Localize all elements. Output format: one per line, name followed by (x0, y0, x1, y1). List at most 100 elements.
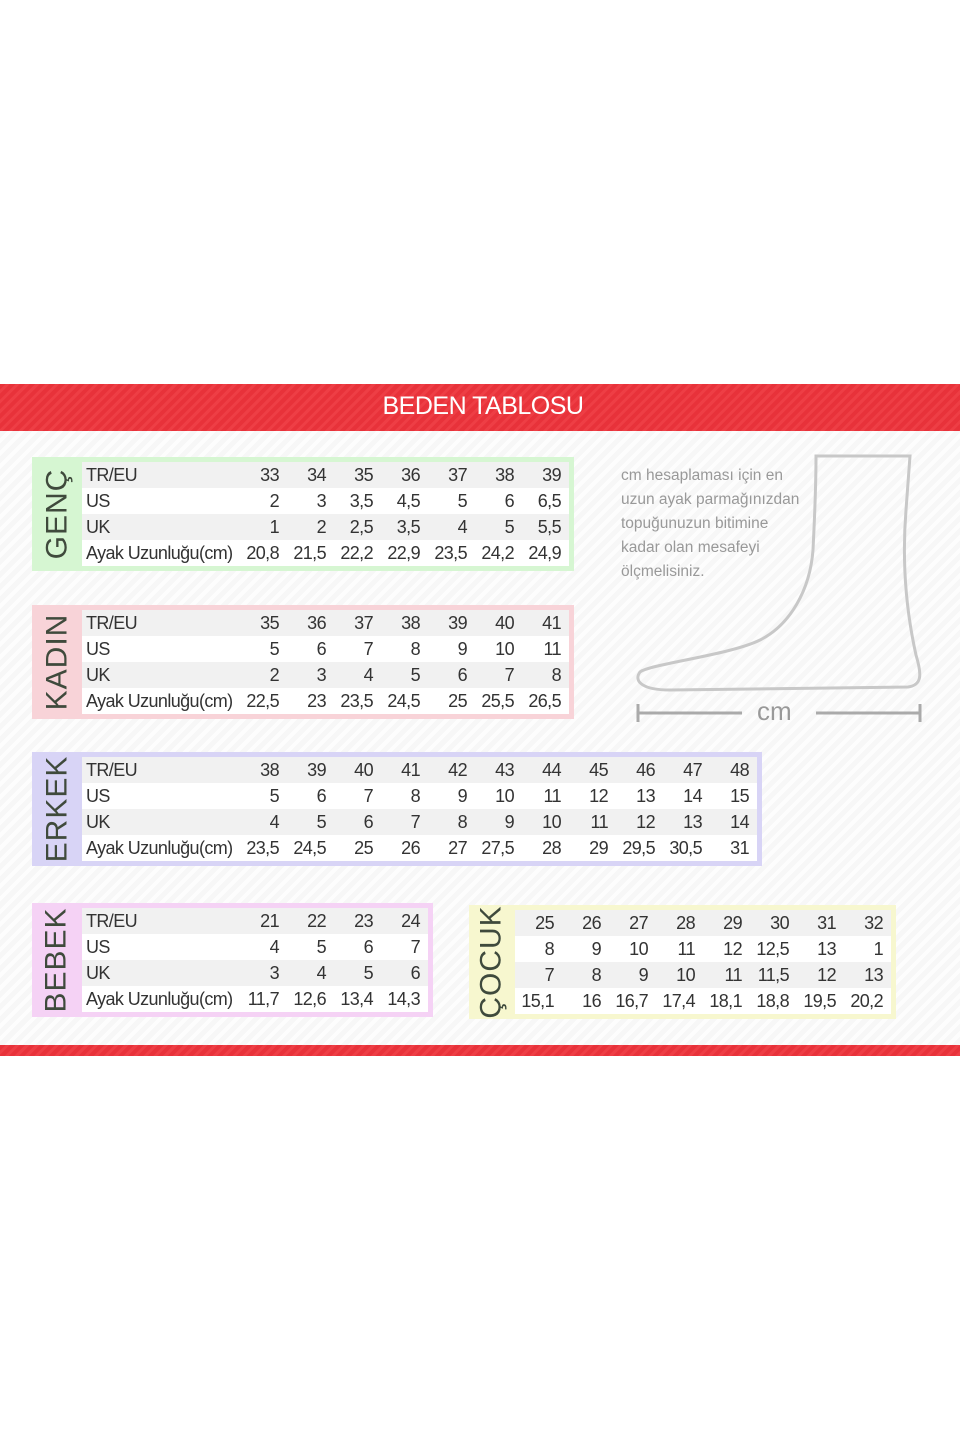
table-cell: 24,9 (528, 542, 561, 563)
row-label: TR/EU (86, 910, 138, 931)
table-cell: 41 (401, 759, 420, 780)
table-cell: 7 (410, 811, 421, 832)
table-cell: 46 (636, 759, 655, 780)
table-cell: 26 (401, 837, 420, 858)
table-cell: 5,5 (537, 516, 562, 537)
table-cell: 20,8 (246, 542, 279, 563)
table-cell: 34 (307, 464, 326, 485)
table-cell: 27,5 (481, 837, 514, 858)
row-label: Ayak Uzunluğu(cm) (86, 542, 233, 563)
table-cell: 13 (864, 964, 883, 985)
footer-band (0, 1045, 960, 1056)
page-title: BEDEN TABLOSU (382, 392, 584, 420)
table-row: UK 2 3 4 5 6 7 8 (82, 662, 569, 688)
table-cell: 8 (410, 785, 421, 806)
table-row: TR/EU 35 36 37 38 39 40 41 (82, 610, 569, 636)
row-label: US (86, 490, 110, 511)
table-cell: 29 (589, 837, 608, 858)
table-cell: 2,5 (349, 516, 374, 537)
table-cell: 39 (448, 612, 467, 633)
table-cell: 14,3 (387, 988, 420, 1009)
note-line: cm hesaplaması için en (621, 467, 783, 484)
table-cell: 12 (817, 964, 836, 985)
table-cell: 5 (504, 516, 515, 537)
row-label: US (86, 936, 110, 957)
category-label-text: ERKEK (40, 755, 73, 863)
table-cell: 39 (307, 759, 326, 780)
table-cell: 47 (683, 759, 702, 780)
table-row: Ayak Uzunluğu(cm) 20,8 21,5 22,2 22,9 23,5 24,… (82, 540, 569, 566)
table-cell: 33 (260, 464, 279, 485)
table-cell: 24,5 (387, 690, 420, 711)
cm-label: cm (757, 696, 792, 726)
table-cell: 22,5 (246, 690, 279, 711)
table-cell: 8 (457, 811, 468, 832)
note-line: kadar olan mesafeyi (621, 539, 760, 556)
table-row: UK 1 2 2,5 3,5 4 5 5,5 (82, 514, 569, 540)
row-label: US (86, 785, 110, 806)
table-cell: 11,7 (247, 988, 280, 1009)
table-cell: 40 (495, 612, 514, 633)
table-cell: 8 (410, 638, 421, 659)
table-cell: 16,7 (615, 990, 648, 1011)
foot-outline-icon (636, 454, 922, 722)
table-cell: 32 (864, 912, 883, 933)
table-cell: 4 (269, 936, 280, 957)
table-row: UK 3 4 5 6 (82, 960, 428, 986)
table-row: TR/EU 38 39 40 41 42 43 44 45 46 47 48 (82, 757, 757, 783)
table-cell: 7 (363, 638, 374, 659)
table-cell: 20,2 (850, 990, 883, 1011)
table-row: US 2 3 3,5 4,5 5 6 6,5 (82, 488, 569, 514)
table-cell: 5 (316, 936, 327, 957)
table-row: 8 9 10 11 12 12,5 13 1 (515, 936, 891, 962)
table-cell: 3 (316, 664, 327, 685)
table-cell: 18,8 (756, 990, 789, 1011)
table-cell: 39 (542, 464, 561, 485)
table-cell: 42 (448, 759, 467, 780)
table-cell: 37 (448, 464, 467, 485)
table-cell: 9 (591, 938, 602, 959)
table-cell: 1 (269, 516, 280, 537)
size-table-kadin: KADIN TR/EU 35 36 37 38 39 40 41 US 5 6 7 8 9 10 11 UK 2 3 4… (32, 605, 574, 719)
table-cell: 22,2 (340, 542, 373, 563)
table-cell: 8 (544, 938, 555, 959)
table-cell: 24 (401, 910, 420, 931)
table-cell: 38 (495, 464, 514, 485)
table-cell: 29 (723, 912, 742, 933)
table-cell: 36 (307, 612, 326, 633)
table-cell: 3,5 (349, 490, 374, 511)
table-cell: 17,4 (662, 990, 695, 1011)
table-cell: 14 (683, 785, 702, 806)
header-band: BEDEN TABLOSU (0, 384, 960, 431)
table-cell: 13 (817, 938, 836, 959)
table-cell: 6 (410, 962, 421, 983)
table-cell: 38 (260, 759, 279, 780)
table-cell: 16 (582, 990, 601, 1011)
table-cell: 5 (269, 638, 280, 659)
table-cell: 4 (316, 962, 327, 983)
table-cell: 11 (590, 811, 609, 832)
row-label: TR/EU (86, 759, 138, 780)
table-cell: 12 (723, 938, 742, 959)
table-cell: 6 (504, 490, 515, 511)
table-cell: 43 (495, 759, 514, 780)
table-cell: 12,5 (756, 938, 789, 959)
table-cell: 15,1 (521, 990, 554, 1011)
table-cell: 9 (457, 638, 468, 659)
table-cell: 7 (363, 785, 374, 806)
table-cell: 5 (410, 664, 421, 685)
table-cell: 13 (636, 785, 655, 806)
table-cell: 25 (535, 912, 554, 933)
table-cell: 18,1 (709, 990, 742, 1011)
table-cell: 25,5 (481, 690, 514, 711)
table-cell: 30 (770, 912, 789, 933)
table-cell: 15 (730, 785, 749, 806)
table-cell: 4 (363, 664, 374, 685)
table-cell: 22 (307, 910, 326, 931)
table-cell: 35 (260, 612, 279, 633)
table-cell: 6 (457, 664, 468, 685)
table-cell: 21 (260, 910, 279, 931)
table-cell: 26,5 (528, 690, 561, 711)
table-cell: 23 (354, 910, 373, 931)
row-label: US (86, 638, 110, 659)
